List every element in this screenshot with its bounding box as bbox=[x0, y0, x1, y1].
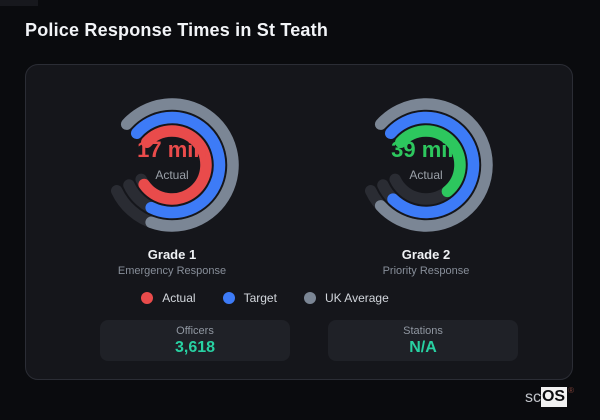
radial-gauge-chart-grade-1[interactable]: 17 min Actual bbox=[97, 90, 247, 240]
stat-card-stations: Stations N/A bbox=[328, 320, 518, 361]
stat-card-officers: Officers 3,618 bbox=[100, 320, 290, 361]
legend-item-label: Actual bbox=[162, 291, 196, 305]
radial-gauge-chart-grade-2[interactable]: 39 min Actual bbox=[351, 90, 501, 240]
gauge-rings-svg bbox=[364, 98, 493, 232]
gauge-grade-1: 17 min Actual Grade 1 Emergency Response bbox=[92, 90, 252, 277]
stat-label: Officers bbox=[176, 324, 214, 337]
gauge-subtitle: Emergency Response bbox=[117, 265, 227, 277]
page-title: Police Response Times in St Teath bbox=[25, 20, 329, 40]
logo-suffix-text: OS bbox=[540, 387, 568, 407]
window-edge-artifact bbox=[0, 0, 38, 6]
gauge-grade-2: 39 min Actual Grade 2 Priority Response bbox=[346, 90, 506, 277]
legend-item-label: UK Average bbox=[324, 291, 389, 305]
legend-item-label: Target bbox=[243, 291, 277, 305]
legend-item-actual[interactable]: Actual bbox=[141, 291, 196, 305]
stats-row: Officers 3,618 Stations N/A bbox=[36, 320, 582, 361]
legend-color-dot-icon bbox=[141, 292, 154, 304]
gauge-rings-svg bbox=[110, 98, 239, 232]
legend-color-dot-icon bbox=[303, 292, 316, 304]
response-times-card: 17 min Actual Grade 1 Emergency Response… bbox=[25, 64, 573, 380]
chart-legend: Actual Target UK Average bbox=[0, 291, 538, 305]
legend-item-uk-average[interactable]: UK Average bbox=[303, 291, 389, 305]
gauge-subtitle: Priority Response bbox=[382, 265, 470, 277]
gauges-row: 17 min Actual Grade 1 Emergency Response… bbox=[26, 90, 572, 277]
legend-color-dot-icon bbox=[222, 292, 235, 304]
legend-item-target[interactable]: Target bbox=[222, 291, 277, 305]
gauge-title: Grade 2 bbox=[401, 247, 451, 262]
stat-label: Stations bbox=[403, 324, 443, 337]
gauge-title: Grade 1 bbox=[147, 247, 197, 262]
stat-value: N/A bbox=[409, 338, 437, 356]
scos-logo: sc OS ® bbox=[525, 387, 574, 407]
stat-value: 3,618 bbox=[174, 338, 216, 356]
registered-trademark-icon: ® bbox=[568, 386, 574, 395]
logo-prefix-text: sc bbox=[524, 389, 541, 406]
